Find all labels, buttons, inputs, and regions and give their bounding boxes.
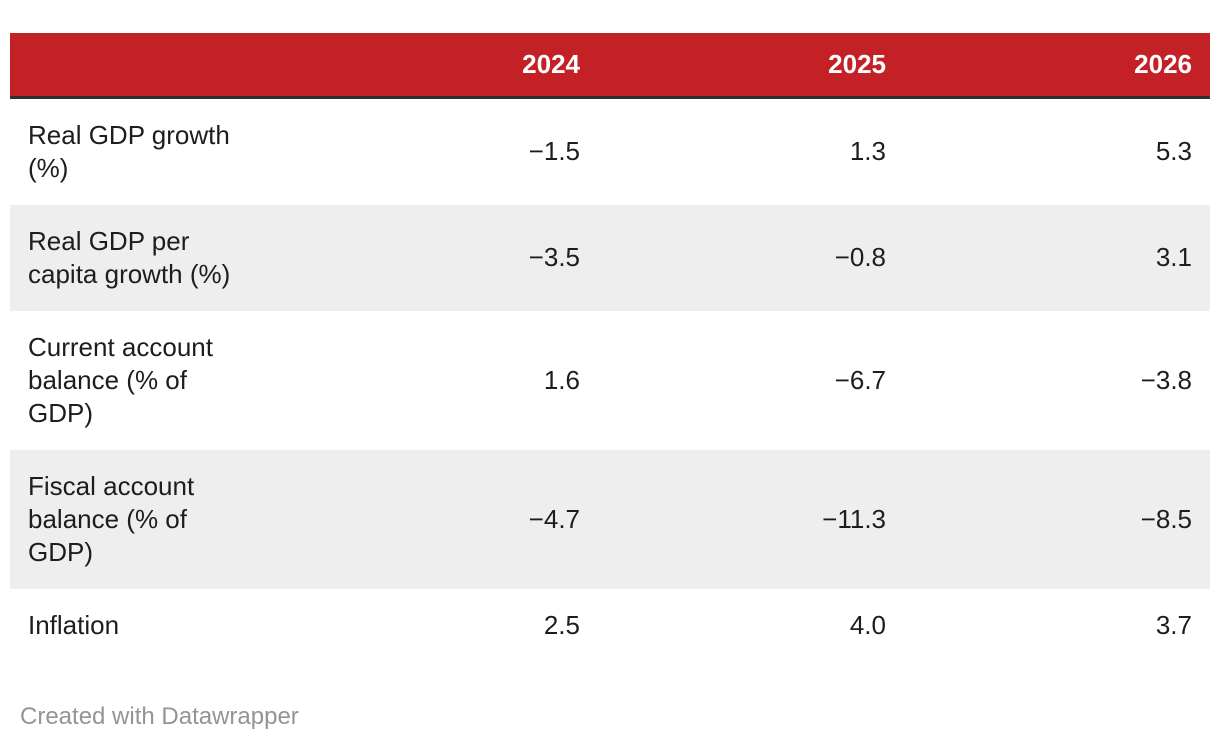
- table-row-real-gdp-per-capita: Real GDP per capita growth (%) −3.5 −0.8…: [10, 204, 1210, 311]
- datawrapper-credit-link[interactable]: Created with Datawrapper: [20, 702, 299, 730]
- row-label: Current account balance (% of GDP): [28, 331, 213, 428]
- row-label: Inflation: [28, 609, 120, 640]
- cell-value: −0.8: [834, 242, 886, 272]
- cell-value: −6.7: [834, 364, 886, 395]
- cell-value: −11.3: [822, 503, 886, 534]
- cell-value: −8.5: [1140, 503, 1192, 534]
- table-header: 2024 2025 2026: [10, 33, 1210, 99]
- table-row-inflation: Inflation 2.5 4.0 3.7: [10, 589, 1210, 662]
- cell-value: 2.5: [543, 609, 580, 640]
- header-row: 2024 2025 2026: [10, 33, 1210, 99]
- cell-value: 4.0: [849, 609, 886, 640]
- table-row-real-gdp-growth: Real GDP growth (%) −1.5 1.3 5.3: [10, 97, 1210, 205]
- cell-value: 3.7: [1155, 609, 1192, 640]
- row-label: Real GDP growth (%): [28, 119, 230, 183]
- row-label: Fiscal account balance (% of GDP): [28, 470, 195, 567]
- cell-value: 1.3: [849, 136, 886, 166]
- table-body: Real GDP growth (%) −1.5 1.3 5.3 Real GD…: [10, 97, 1210, 662]
- footer-credit: Created with Datawrapper: [20, 702, 1210, 731]
- economic-indicators-table: 2024 2025 2026 Real GDP growth (%) −1.5 …: [10, 33, 1210, 662]
- header-cell-2025: 2025: [598, 33, 904, 99]
- header-cell-2024: 2024: [290, 33, 598, 99]
- header-cell-2026: 2026: [904, 33, 1210, 99]
- cell-value: 5.3: [1155, 136, 1192, 166]
- header-cell-empty: [10, 33, 290, 99]
- cell-value: 3.1: [1155, 242, 1192, 272]
- cell-value: −4.7: [528, 503, 580, 534]
- cell-value: −1.5: [528, 136, 580, 166]
- cell-value: −3.8: [1140, 364, 1192, 395]
- cell-value: −3.5: [528, 242, 580, 272]
- table-row-current-account-balance: Current account balance (% of GDP) 1.6 −…: [10, 311, 1210, 450]
- row-label: Real GDP per capita growth (%): [28, 225, 231, 289]
- table-row-fiscal-account-balance: Fiscal account balance (% of GDP) −4.7 −…: [10, 449, 1210, 589]
- cell-value: 1.6: [543, 364, 580, 395]
